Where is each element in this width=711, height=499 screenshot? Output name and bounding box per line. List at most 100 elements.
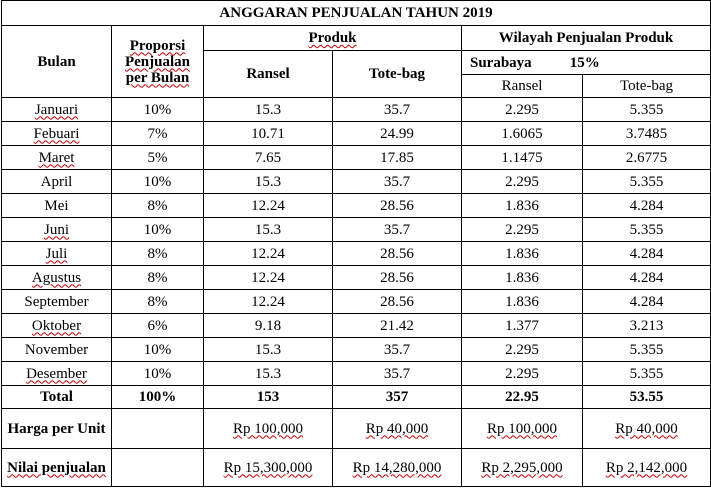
cell-ransel: 12.24: [203, 265, 333, 290]
subheader-totebag: Tote-bag: [581, 74, 711, 98]
harga-ransel: Rp 100,000: [203, 408, 333, 449]
harga-wilayah-totebag: Rp 40,000: [581, 408, 711, 449]
cell-bulan: Oktober: [1, 313, 112, 338]
table-row: Oktober 6% 9.18 21.42 1.377 3.213: [1, 313, 711, 338]
table-row: September 8% 12.24 28.56 1.836 4.284: [1, 289, 711, 314]
cell-proporsi: 10%: [111, 337, 204, 362]
cell-proporsi: 10%: [111, 361, 204, 386]
cell-ransel: 15.3: [203, 337, 333, 362]
cell-wilayah-totebag: 4.284: [581, 289, 711, 314]
cell-wilayah-totebag: 5.355: [581, 97, 711, 122]
nilai-totebag: Rp 14,280,000: [332, 448, 462, 487]
harga-label: Harga per Unit: [1, 408, 112, 449]
region-name: Surabaya: [470, 54, 532, 71]
cell-bulan: Juli: [1, 241, 112, 266]
cell-proporsi: 6%: [111, 313, 204, 338]
header-bulan: Bulan: [1, 25, 112, 98]
total-wilayah-totebag: 53.55: [581, 385, 711, 409]
total-label: Total: [1, 385, 112, 409]
cell-proporsi: 8%: [111, 289, 204, 314]
cell-proporsi: 5%: [111, 145, 204, 170]
subheader-ransel: Ransel: [461, 74, 583, 98]
cell-bulan: Januari: [1, 97, 112, 122]
cell-ransel: 9.18: [203, 313, 333, 338]
cell-totebag: 28.56: [332, 289, 462, 314]
cell-ransel: 10.71: [203, 121, 333, 146]
cell-proporsi: 8%: [111, 265, 204, 290]
nilai-label: Nilai penjualan: [1, 448, 112, 487]
cell-bulan: April: [1, 169, 112, 194]
cell-wilayah-ransel: 1.1475: [461, 145, 583, 170]
cell-wilayah-ransel: 1.836: [461, 241, 583, 266]
cell-wilayah-ransel: 2.295: [461, 361, 583, 386]
header-region: Surabaya 15%: [460, 50, 711, 75]
header-row-1: Bulan Proporsi Penjualan per Bulan Produ…: [1, 25, 711, 98]
header-wilayah: Wilayah Penjualan Produk: [460, 25, 711, 51]
total-proporsi: 100%: [111, 385, 204, 409]
cell-totebag: 28.56: [332, 265, 462, 290]
cell-bulan: September: [1, 289, 112, 314]
header-row-3: Ransel Tote-bag: [2, 74, 711, 98]
harga-row: Harga per Unit Rp 100,000 Rp 40,000 Rp 100,…: [1, 408, 711, 449]
cell-wilayah-totebag: 4.284: [581, 241, 711, 266]
cell-bulan: Mei: [1, 193, 112, 218]
cell-wilayah-totebag: 5.355: [581, 337, 711, 362]
cell-proporsi: 10%: [111, 169, 204, 194]
nilai-row: Nilai penjualan Rp 15,300,000 Rp 14,280,00…: [1, 448, 711, 487]
cell-wilayah-ransel: 1.836: [461, 265, 583, 290]
cell-proporsi: 7%: [111, 121, 204, 146]
cell-totebag: 24.99: [332, 121, 462, 146]
cell-totebag: 35.7: [332, 97, 462, 122]
cell-wilayah-ransel: 2.295: [461, 217, 583, 242]
cell-wilayah-totebag: 4.284: [581, 265, 711, 290]
cell-wilayah-totebag: 3.213: [581, 313, 711, 338]
table-row: April 10% 15.3 35.7 2.295 5.355: [1, 169, 711, 194]
cell-wilayah-totebag: 5.355: [581, 217, 711, 242]
harga-empty: [111, 408, 204, 449]
cell-proporsi: 10%: [111, 217, 204, 242]
cell-wilayah-ransel: 2.295: [461, 169, 583, 194]
cell-bulan: Agustus: [1, 265, 112, 290]
cell-totebag: 28.56: [332, 193, 462, 218]
cell-totebag: 21.42: [332, 313, 462, 338]
cell-wilayah-ransel: 2.295: [461, 97, 583, 122]
table-title: ANGGARAN PENJUALAN TAHUN 2019: [0, 0, 711, 26]
cell-wilayah-totebag: 5.355: [581, 361, 711, 386]
cell-wilayah-ransel: 1.836: [461, 193, 583, 218]
cell-wilayah-totebag: 3.7485: [581, 121, 711, 146]
table-row: Juni 10% 15.3 35.7 2.295 5.355: [1, 217, 711, 242]
nilai-wilayah-totebag: Rp 2,142,000: [581, 448, 711, 487]
cell-wilayah-ransel: 1.6065: [461, 121, 583, 146]
sales-budget-table: ANGGARAN PENJUALAN TAHUN 2019 Bulan Prop…: [0, 0, 711, 487]
nilai-wilayah-ransel: Rp 2,295,000: [461, 448, 583, 487]
cell-totebag: 17.85: [332, 145, 462, 170]
cell-wilayah-ransel: 1.377: [461, 313, 583, 338]
cell-bulan: Maret: [1, 145, 112, 170]
cell-ransel: 12.24: [203, 241, 333, 266]
cell-totebag: 35.7: [332, 217, 462, 242]
header-ransel: Ransel: [203, 50, 333, 98]
cell-proporsi: 8%: [111, 241, 204, 266]
cell-bulan: Desember: [1, 361, 112, 386]
table-row: Maret 5% 7.65 17.85 1.1475 2.6775: [1, 145, 711, 170]
total-totebag: 357: [332, 385, 462, 409]
harga-totebag: Rp 40,000: [332, 408, 462, 449]
header-produk: Produk: [203, 25, 462, 51]
cell-wilayah-totebag: 2.6775: [581, 145, 711, 170]
table-row: November 10% 15.3 35.7 2.295 5.355: [1, 337, 711, 362]
cell-ransel: 7.65: [203, 145, 333, 170]
cell-totebag: 35.7: [332, 337, 462, 362]
cell-totebag: 28.56: [332, 241, 462, 266]
cell-bulan: November: [1, 337, 112, 362]
cell-totebag: 35.7: [332, 169, 462, 194]
cell-wilayah-ransel: 2.295: [461, 337, 583, 362]
table-row: Desember 10% 15.3 35.7 2.295 5.355: [1, 361, 711, 386]
cell-wilayah-totebag: 4.284: [581, 193, 711, 218]
cell-proporsi: 8%: [111, 193, 204, 218]
harga-wilayah-ransel: Rp 100,000: [461, 408, 583, 449]
cell-ransel: 12.24: [203, 289, 333, 314]
nilai-ransel: Rp 15,300,000: [203, 448, 333, 487]
header-proporsi: Proporsi Penjualan per Bulan: [111, 25, 204, 98]
cell-ransel: 15.3: [203, 97, 333, 122]
header-totebag: Tote-bag: [332, 50, 462, 98]
